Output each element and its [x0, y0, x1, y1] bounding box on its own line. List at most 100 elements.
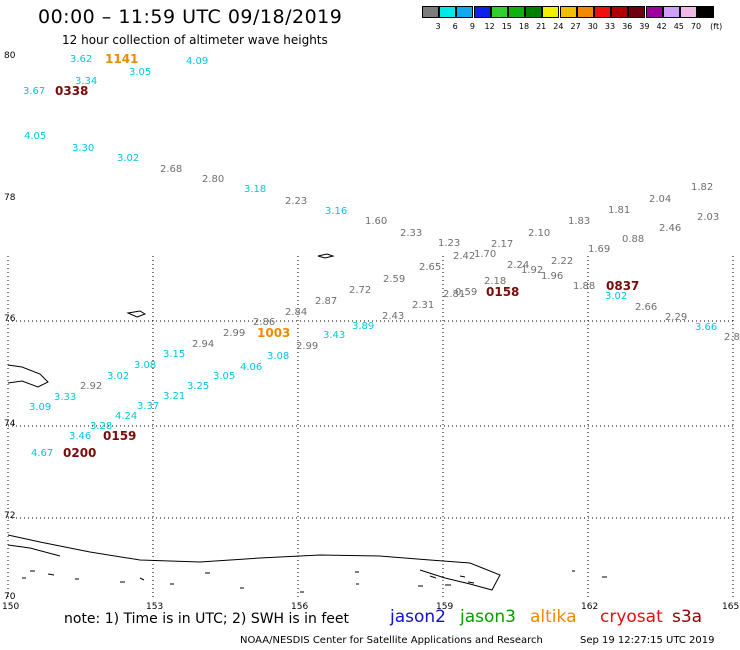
wave-height-value: 1.81 [608, 205, 631, 216]
wave-height-value: 2.86 [253, 317, 276, 328]
lon-label: 165 [722, 602, 740, 612]
lon-label: 162 [581, 602, 599, 612]
legend-swatch [611, 6, 629, 18]
wave-height-value: 3.02 [117, 153, 140, 164]
wave-height-value: 2.22 [551, 256, 574, 267]
wave-height-value: 3.02 [605, 291, 628, 302]
wave-height-value: 4.06 [240, 362, 263, 373]
pass-time-label: 0200 [63, 446, 97, 460]
wave-height-value: 3.43 [323, 330, 346, 341]
wave-height-value: 3.15 [163, 349, 186, 360]
wave-height-value: 3.21 [163, 391, 186, 402]
wave-height-value: 2.87 [315, 296, 338, 307]
pass-time-label: 0837 [606, 279, 640, 293]
pass-time-label: 0159 [103, 429, 137, 443]
legend-swatch [559, 6, 577, 18]
wave-height-value: 2.65 [419, 262, 442, 273]
wave-height-value: 2.72 [349, 285, 372, 296]
wave-height-value: 2.42 [453, 251, 476, 262]
wave-height-value: 2.31 [412, 300, 435, 311]
wave-height-value: 2.46 [659, 223, 682, 234]
lat-label: 76 [4, 314, 16, 324]
wave-height-value: 4.09 [186, 56, 209, 67]
legend-swatch [542, 6, 560, 18]
wave-height-value: 4.05 [24, 131, 47, 142]
wave-height-value: 0.88 [622, 234, 645, 245]
legend-tick-label: 6 [452, 22, 458, 31]
legend-tick-label: 27 [570, 22, 581, 31]
legend-tick-label: 45 [673, 22, 684, 31]
lon-label: 156 [291, 602, 309, 612]
legend-swatch [439, 6, 457, 18]
lat-label: 74 [4, 419, 16, 429]
lat-label: 78 [4, 193, 16, 203]
legend-swatch [645, 6, 663, 18]
legend-tick-label: 18 [518, 22, 530, 31]
wave-height-value: 1.88 [573, 281, 596, 292]
legend-swatch [456, 6, 474, 18]
lat-label: 70 [4, 592, 16, 602]
wave-height-value: 1.69 [588, 244, 611, 255]
lat-label: 80 [4, 51, 16, 61]
wave-height-value: 3.33 [54, 392, 77, 403]
wave-height-value: 2.66 [635, 302, 658, 313]
wave-height-value: 2.23 [285, 196, 308, 207]
pass-time-label: 1141 [105, 52, 139, 66]
pass-time-label: 0338 [55, 84, 89, 98]
wave-height-value: 3.05 [213, 371, 236, 382]
wave-height-value: 2.03 [697, 212, 720, 223]
legend-tick-label: 3 [435, 22, 441, 31]
wave-height-value: 4.67 [31, 448, 54, 459]
legend-swatch [662, 6, 680, 18]
wave-height-value: 2.18 [484, 276, 507, 287]
lon-label: 150 [2, 602, 20, 612]
satellite-name: jason3 [460, 607, 516, 627]
coastline [7, 253, 607, 593]
legend-tick-label: 12 [484, 22, 495, 31]
satellite-name: s3a [672, 607, 703, 627]
legend-swatch [594, 6, 611, 18]
lon-label: 159 [436, 602, 454, 612]
wave-height-value: 1.23 [438, 238, 461, 249]
wave-height-value: 1.83 [568, 216, 591, 227]
wave-height-value: 2.24 [507, 260, 530, 271]
wave-height-value: 2.8 [724, 332, 740, 343]
legend-tick-label: 36 [622, 22, 633, 31]
wave-height-value: 3.46 [69, 431, 92, 442]
pass-time-label: 0158 [486, 285, 520, 299]
legend-tick-label: 39 [639, 22, 650, 31]
legend-tick-label: 33 [604, 22, 616, 31]
wave-height-value: 1.60 [365, 216, 388, 227]
satellite-name: altika [530, 607, 577, 627]
credit-line: NOAA/NESDIS Center for Satellite Applica… [240, 635, 543, 646]
pass-time-label: 1003 [257, 326, 291, 340]
wave-height-value: 1.96 [541, 271, 564, 282]
lat-label: 72 [4, 511, 16, 521]
graticule [7, 256, 735, 600]
lon-label: 153 [146, 602, 164, 612]
legend-swatch [697, 6, 715, 18]
legend-swatch [628, 6, 646, 18]
wave-height-value: 3.18 [244, 184, 267, 195]
legend-swatch [490, 6, 508, 18]
wave-height-value: 2.80 [202, 174, 225, 185]
footnote: note: 1) Time is in UTC; 2) SWH is in fe… [64, 611, 350, 627]
wave-height-value: 3.08 [134, 360, 157, 371]
wave-height-value: 2.10 [528, 228, 551, 239]
wave-height-value: 3.62 [70, 54, 93, 65]
wave-height-value: 3.09 [29, 402, 52, 413]
legend-tick-label: 70 [690, 22, 702, 31]
legend-tick-label: 21 [536, 22, 547, 31]
wave-height-value: 3.89 [352, 321, 375, 332]
wave-height-value: 2.81 [443, 289, 466, 300]
wave-height-value: 3.30 [72, 143, 95, 154]
legend-swatch [422, 6, 439, 18]
wave-height-value: 3.08 [267, 351, 290, 362]
wave-height-value: 3.66 [695, 322, 718, 333]
legend-tick-label: 15 [501, 22, 512, 31]
wave-height-value: 3.25 [187, 381, 210, 392]
wave-height-value: 2.43 [382, 311, 405, 322]
wave-height-value: 3.37 [137, 401, 160, 412]
satellite-name: cryosat [600, 607, 663, 627]
wave-height-value: 2.99 [296, 341, 319, 352]
